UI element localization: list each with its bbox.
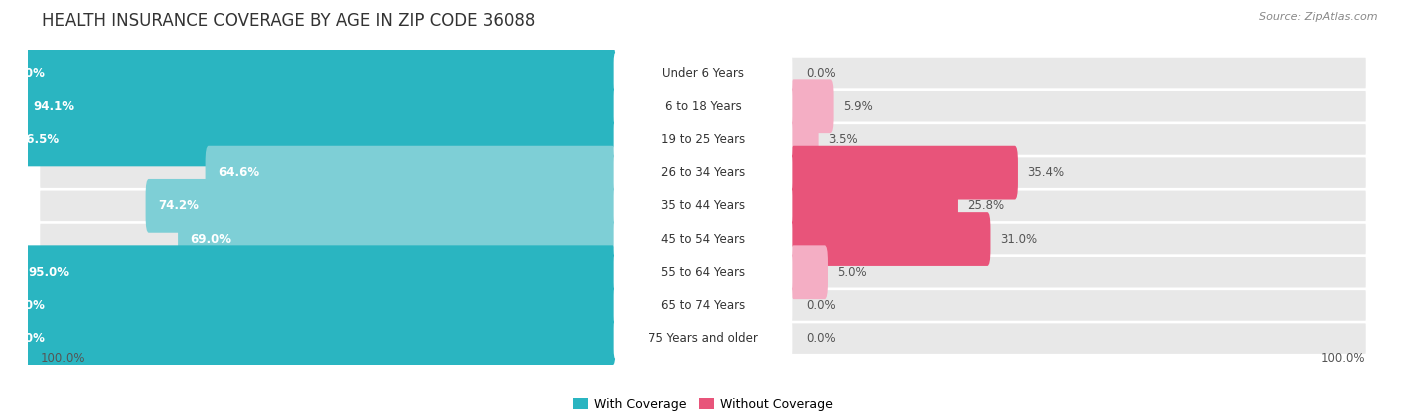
FancyBboxPatch shape: [41, 224, 1365, 254]
Text: Under 6 Years: Under 6 Years: [662, 66, 744, 80]
Legend: With Coverage, Without Coverage: With Coverage, Without Coverage: [568, 393, 838, 415]
FancyBboxPatch shape: [41, 124, 1365, 155]
Text: 69.0%: 69.0%: [191, 232, 232, 246]
FancyBboxPatch shape: [790, 79, 834, 133]
Text: 100.0%: 100.0%: [41, 352, 86, 365]
FancyBboxPatch shape: [613, 53, 793, 93]
Text: Source: ZipAtlas.com: Source: ZipAtlas.com: [1260, 12, 1378, 22]
Text: 55 to 64 Years: 55 to 64 Years: [661, 266, 745, 279]
Text: 65 to 74 Years: 65 to 74 Years: [661, 299, 745, 312]
Text: 25.8%: 25.8%: [967, 199, 1004, 212]
Text: 100.0%: 100.0%: [0, 66, 46, 80]
FancyBboxPatch shape: [41, 190, 1365, 221]
Text: 96.5%: 96.5%: [18, 133, 60, 146]
Text: HEALTH INSURANCE COVERAGE BY AGE IN ZIP CODE 36088: HEALTH INSURANCE COVERAGE BY AGE IN ZIP …: [42, 12, 536, 30]
Text: 6 to 18 Years: 6 to 18 Years: [665, 100, 741, 113]
Text: 5.9%: 5.9%: [844, 100, 873, 113]
FancyBboxPatch shape: [41, 323, 1365, 354]
Text: 100.0%: 100.0%: [0, 299, 46, 312]
FancyBboxPatch shape: [790, 112, 818, 166]
FancyBboxPatch shape: [146, 179, 616, 233]
FancyBboxPatch shape: [6, 112, 616, 166]
FancyBboxPatch shape: [0, 278, 616, 332]
Text: 19 to 25 Years: 19 to 25 Years: [661, 133, 745, 146]
FancyBboxPatch shape: [0, 46, 616, 100]
FancyBboxPatch shape: [613, 285, 793, 326]
FancyBboxPatch shape: [613, 152, 793, 193]
Text: 0.0%: 0.0%: [806, 66, 835, 80]
Text: 74.2%: 74.2%: [157, 199, 200, 212]
FancyBboxPatch shape: [613, 86, 793, 127]
FancyBboxPatch shape: [41, 58, 1365, 88]
FancyBboxPatch shape: [790, 179, 957, 233]
FancyBboxPatch shape: [41, 91, 1365, 122]
FancyBboxPatch shape: [790, 245, 828, 299]
Text: 26 to 34 Years: 26 to 34 Years: [661, 166, 745, 179]
Text: 64.6%: 64.6%: [218, 166, 259, 179]
FancyBboxPatch shape: [613, 219, 793, 259]
Text: 95.0%: 95.0%: [28, 266, 69, 279]
FancyBboxPatch shape: [41, 157, 1365, 188]
Text: 3.5%: 3.5%: [828, 133, 858, 146]
Text: 35.4%: 35.4%: [1028, 166, 1064, 179]
Text: 35 to 44 Years: 35 to 44 Years: [661, 199, 745, 212]
FancyBboxPatch shape: [613, 119, 793, 160]
Text: 31.0%: 31.0%: [1000, 232, 1038, 246]
FancyBboxPatch shape: [790, 212, 990, 266]
FancyBboxPatch shape: [613, 186, 793, 226]
FancyBboxPatch shape: [205, 146, 616, 200]
FancyBboxPatch shape: [41, 257, 1365, 288]
FancyBboxPatch shape: [15, 245, 616, 299]
FancyBboxPatch shape: [179, 212, 616, 266]
Text: 100.0%: 100.0%: [0, 332, 46, 345]
Text: 100.0%: 100.0%: [1320, 352, 1365, 365]
FancyBboxPatch shape: [790, 146, 1018, 200]
Text: 45 to 54 Years: 45 to 54 Years: [661, 232, 745, 246]
Text: 0.0%: 0.0%: [806, 332, 835, 345]
FancyBboxPatch shape: [0, 312, 616, 366]
FancyBboxPatch shape: [613, 252, 793, 293]
Text: 5.0%: 5.0%: [838, 266, 868, 279]
FancyBboxPatch shape: [613, 318, 793, 359]
FancyBboxPatch shape: [41, 290, 1365, 321]
FancyBboxPatch shape: [21, 79, 616, 133]
Text: 0.0%: 0.0%: [806, 299, 835, 312]
Text: 75 Years and older: 75 Years and older: [648, 332, 758, 345]
Text: 94.1%: 94.1%: [34, 100, 75, 113]
